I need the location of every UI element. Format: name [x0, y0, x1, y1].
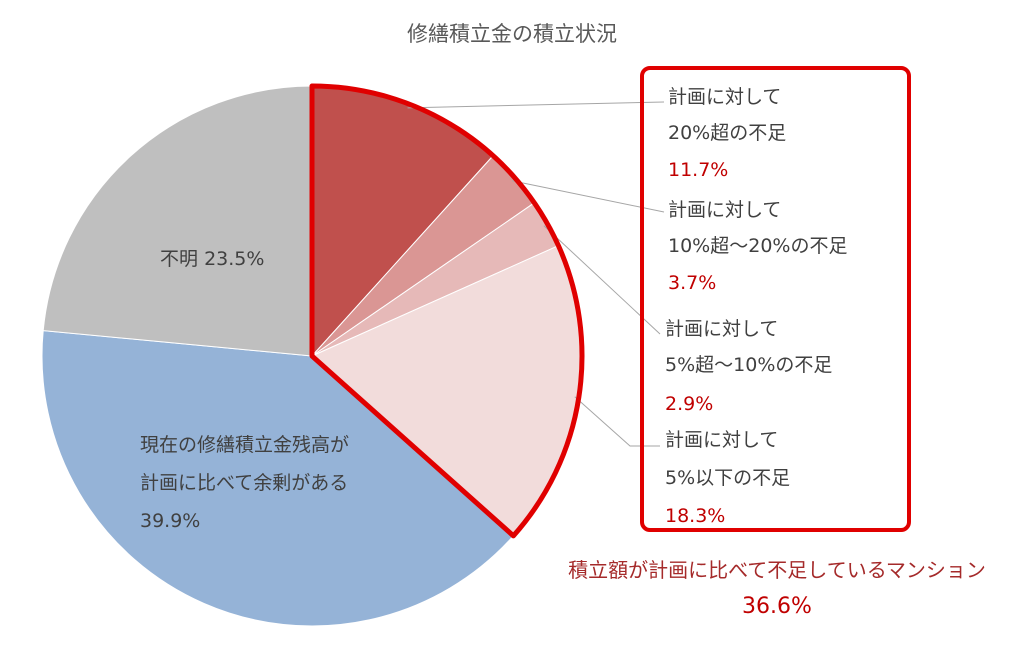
- label-under5-line1: 計画に対して: [665, 429, 779, 451]
- label-surplus-line2: 計画に比べて余剰がある: [140, 472, 349, 494]
- label-unknown: 不明 23.5%: [160, 246, 264, 272]
- value-surplus: 39.9%: [140, 510, 201, 532]
- label-surplus-line1: 現在の修繕積立金残高が: [140, 434, 350, 456]
- leader-line-0: [407, 101, 665, 109]
- slice-unknown: [42, 85, 313, 357]
- shortage-summary-text: 積立額が計画に比べて不足しているマンション: [568, 558, 986, 582]
- value-over20: 11.7%: [668, 159, 729, 181]
- value-unknown: 23.5%: [204, 248, 265, 270]
- value-5to10: 2.9%: [665, 393, 714, 415]
- chart-title: 修繕積立金の積立状況: [407, 22, 617, 46]
- shortage-summary-value: 36.6%: [742, 594, 812, 619]
- leader-line-1: [511, 180, 665, 213]
- label-over20-line2: 20%超の不足: [668, 122, 787, 144]
- value-under5: 18.3%: [665, 505, 726, 527]
- label-5to10-line2: 5%超～10%の不足: [665, 354, 833, 376]
- shortage-highlight-outline: [309, 83, 585, 539]
- label-10to20-line1: 計画に対して: [668, 199, 782, 221]
- leader-line-3: [574, 396, 660, 447]
- shortage-callout-box: [640, 66, 911, 532]
- pie-slices: [41, 85, 583, 627]
- value-10to20: 3.7%: [668, 272, 717, 294]
- slice-surplus: [41, 330, 515, 627]
- label-under5-line2: 5%以下の不足: [665, 467, 791, 489]
- label-5to10-line1: 計画に対して: [665, 318, 779, 340]
- label-over20-line1: 計画に対して: [668, 86, 782, 108]
- label-unknown-text: 不明: [160, 248, 199, 270]
- label-10to20-line2: 10%超～20%の不足: [668, 235, 848, 257]
